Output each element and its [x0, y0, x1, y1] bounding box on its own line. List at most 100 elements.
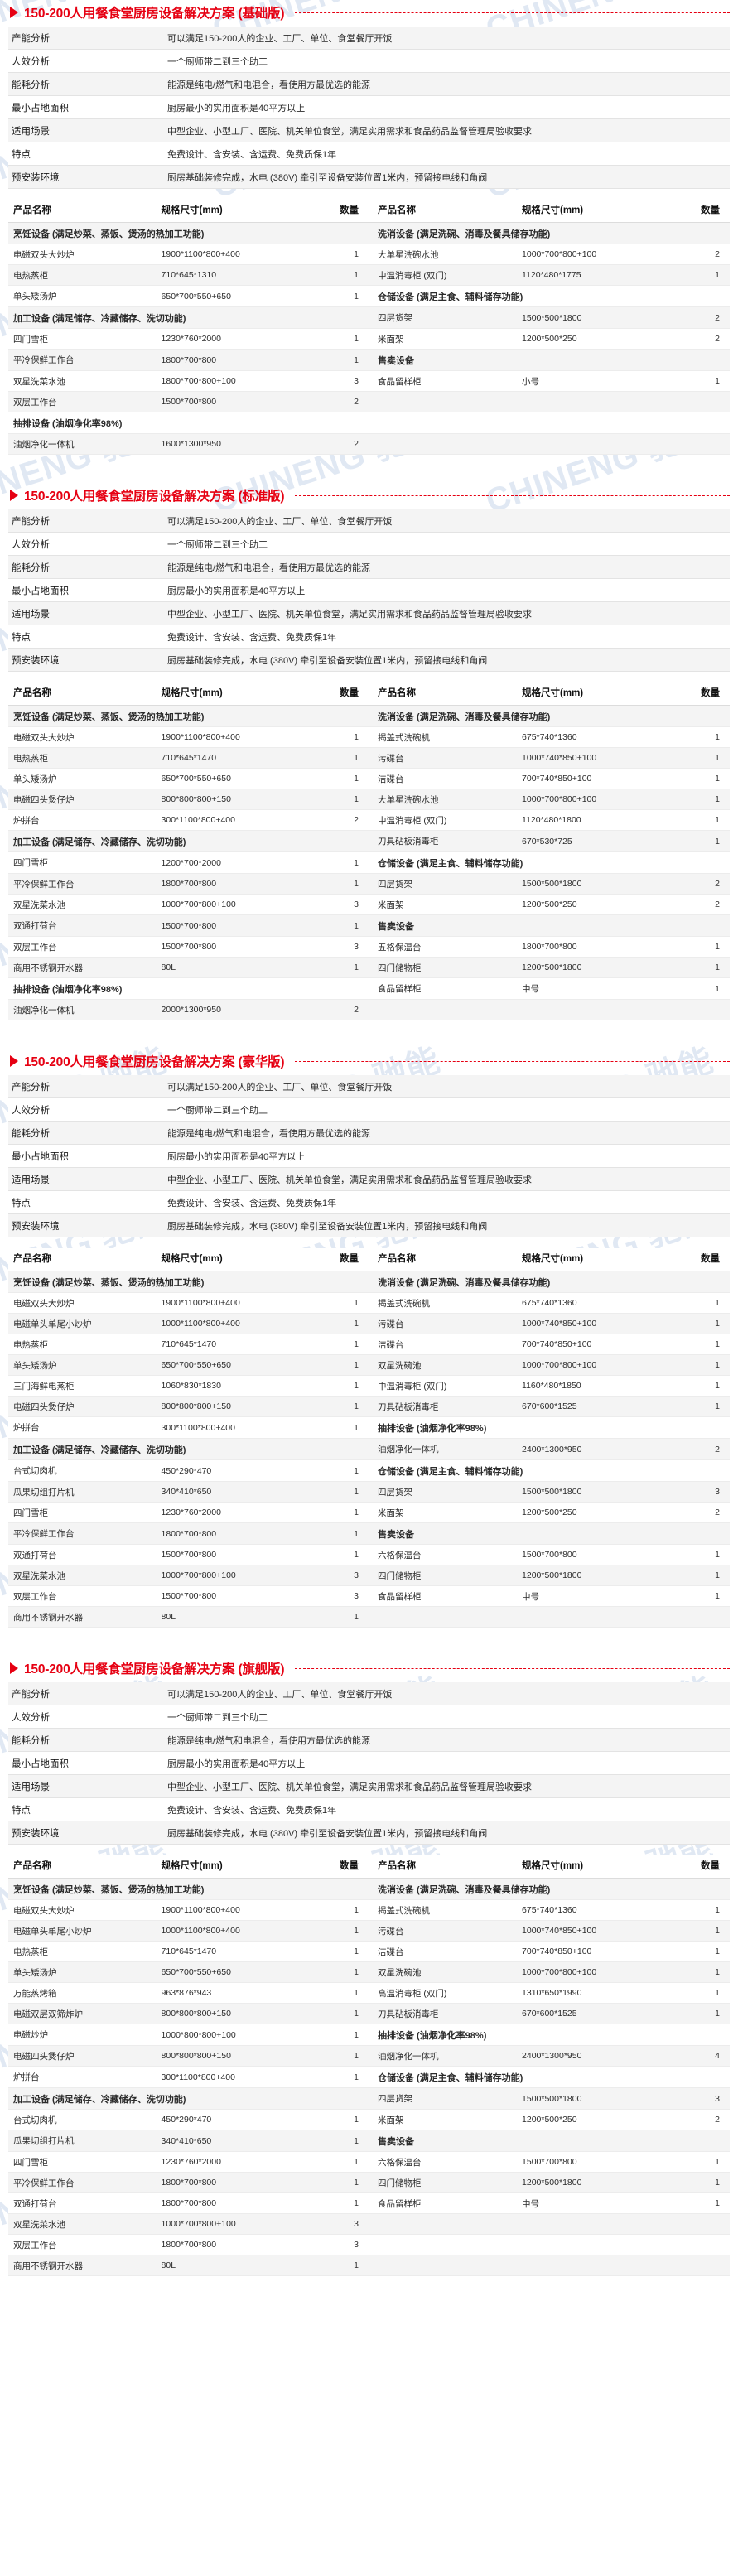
product-name-cell: 四门储物柜	[368, 957, 518, 978]
product-name-cell: 平冷保鲜工作台	[8, 1522, 157, 1545]
info-label: 人效分析	[12, 56, 50, 67]
table-row: 平冷保鲜工作台 1800*700*800 1 售卖设备	[8, 349, 730, 371]
product-qty-cell: 1	[315, 264, 369, 286]
column-header-spec: 规格尺寸(mm)	[156, 683, 316, 706]
product-qty-cell: 1	[675, 747, 730, 769]
product-spec-cell: 小号	[517, 370, 676, 392]
category-header: 抽排设备 (油烟净化率98%)	[368, 2024, 730, 2046]
info-label: 产能分析	[12, 1082, 50, 1093]
product-spec-cell: 675*740*1360	[517, 1292, 676, 1314]
product-name-cell: 食品留样柜	[368, 370, 518, 392]
table-row: 双层工作台 1500*700*800 2	[8, 391, 730, 412]
category-header: 售卖设备	[368, 914, 730, 937]
product-spec-cell: 675*740*1360	[517, 1899, 676, 1921]
product-qty-cell: 2	[675, 1438, 730, 1460]
info-row: 适用场景 中型企业、小型工厂、医院、机关单位食堂，满足实用需求和食品药品监督管理局…	[8, 601, 730, 625]
info-label: 人效分析	[12, 539, 50, 550]
product-qty-cell: 1	[315, 914, 369, 937]
info-row: 能耗分析 能源是纯电/燃气和电混合，看使用方最优选的能源	[8, 1121, 730, 1145]
dashed-divider	[295, 494, 730, 496]
product-qty-cell: 1	[675, 1565, 730, 1586]
product-qty-cell: 1	[315, 1375, 369, 1397]
info-row: 人效分析 一个厨师带二到三个助工	[8, 49, 730, 73]
info-value: 厨房基础装修完成，水电 (380V) 牵引至设备安装位置1米内，预留接电线和角阀	[167, 172, 488, 183]
table-row: 平冷保鲜工作台 1800*700*800 1 四层货架 1500*500*1800 2	[8, 873, 730, 895]
empty-cell	[368, 2255, 730, 2276]
product-qty-cell: 1	[675, 1544, 730, 1565]
table-row: 电磁四头煲仔炉 800*800*800+150 1 油烟净化一体机 2400*1300*…	[8, 2045, 730, 2067]
info-row: 预安装环境 厨房基础装修完成，水电 (380V) 牵引至设备安装位置1米内，预留接…	[8, 648, 730, 672]
product-qty-cell: 1	[675, 726, 730, 748]
product-qty-cell: 1	[315, 2109, 369, 2130]
column-header-spec: 规格尺寸(mm)	[156, 200, 316, 223]
product-qty-cell: 1	[315, 873, 369, 895]
info-value: 厨房基础装修完成，水电 (380V) 牵引至设备安装位置1米内，预留接电线和角阀	[167, 655, 488, 666]
product-name-cell: 食品留样柜	[368, 2192, 518, 2214]
info-value: 能源是纯电/燃气和电混合，看使用方最优选的能源	[167, 80, 371, 90]
product-spec-cell: 963*876*943	[156, 1982, 316, 2004]
column-header-spec: 规格尺寸(mm)	[156, 1248, 316, 1271]
info-label: 适用场景	[12, 609, 50, 620]
product-spec-cell: 340*410*650	[156, 1481, 316, 1503]
product-spec-cell: 80L	[156, 957, 316, 978]
info-value: 厨房基础装修完成，水电 (380V) 牵引至设备安装位置1米内，预留接电线和角阀	[167, 1828, 488, 1839]
product-name-cell: 电磁双头大炒炉	[8, 726, 157, 748]
column-header-spec: 规格尺寸(mm)	[517, 1855, 676, 1879]
product-name-cell: 四层货架	[368, 873, 518, 895]
product-spec-cell: 1000*1100*800+400	[156, 1920, 316, 1942]
table-row: 炉拼台 300*1100*800+400 1 抽排设备 (油烟净化率98%)	[8, 1416, 730, 1439]
product-qty-cell: 1	[675, 2151, 730, 2173]
product-spec-cell: 1000*740*850+100	[517, 1313, 676, 1334]
section-header: 150-200人用餐食堂厨房设备解决方案 (基础版)	[8, 0, 730, 27]
product-name-cell: 米面架	[368, 2109, 518, 2130]
table-row: 商用不锈钢开水器 80L 1	[8, 1606, 730, 1628]
table-row: 加工设备 (满足储存、冷藏储存、洗切功能) 四层货架 1500*500*1800 3	[8, 2087, 730, 2110]
table-row: 双星洗菜水池 1800*700*800+100 3 食品留样柜 小号 1	[8, 370, 730, 392]
table-row: 双通打荷台 1500*700*800 1 售卖设备	[8, 914, 730, 937]
product-name-cell: 四层货架	[368, 2087, 518, 2110]
product-qty-cell: 3	[315, 894, 369, 915]
product-name-cell: 电磁双层双筛炸炉	[8, 2003, 157, 2024]
product-name-cell: 米面架	[368, 1502, 518, 1523]
info-row: 特点 免费设计、含安装、含运费、免费质保1年	[8, 1190, 730, 1214]
product-spec-cell: 1500*500*1800	[517, 2087, 676, 2110]
product-name-cell: 电磁单头单尾小炒炉	[8, 1920, 157, 1942]
table-row: 电磁双头大炒炉 1900*1100*800+400 1 大单星洗碗水池 1000*700…	[8, 244, 730, 265]
product-qty-cell: 1	[315, 957, 369, 978]
product-qty-cell: 1	[675, 1585, 730, 1607]
product-name-cell: 揭盖式洗碗机	[368, 1899, 518, 1921]
info-row: 产能分析 可以满足150-200人的企业、工厂、单位、食堂餐厅开饭	[8, 1682, 730, 1705]
empty-cell	[368, 433, 730, 455]
table-row: 双通打荷台 1800*700*800 1 食品留样柜 中号 1	[8, 2192, 730, 2214]
product-qty-cell: 3	[675, 1481, 730, 1503]
section-header: 150-200人用餐食堂厨房设备解决方案 (标准版)	[8, 483, 730, 509]
product-name-cell: 平冷保鲜工作台	[8, 349, 157, 371]
product-spec-cell: 1500*500*1800	[517, 873, 676, 895]
product-name-cell: 电磁双头大炒炉	[8, 1292, 157, 1314]
info-value: 厨房最小的实用面积是40平方以上	[167, 1758, 306, 1769]
table-row: 烹饪设备 (满足炒菜、蒸饭、煲汤的热加工功能) 洗消设备 (满足洗碗、消毒及餐具储…	[8, 1878, 730, 1900]
product-qty-cell: 1	[315, 747, 369, 769]
product-qty-cell: 1	[675, 936, 730, 958]
info-label: 适用场景	[12, 1782, 50, 1792]
product-qty-cell: 1	[675, 1920, 730, 1942]
product-name-cell: 双星洗菜水池	[8, 1565, 157, 1586]
table-row: 双星洗菜水池 1000*700*800+100 3 米面架 1200*500*250 2	[8, 894, 730, 915]
category-header: 售卖设备	[368, 1522, 730, 1545]
empty-cell	[368, 2234, 730, 2255]
product-spec-cell: 1230*760*2000	[156, 328, 316, 350]
table-row: 瓜果切组打片机 340*410*650 1 售卖设备	[8, 2130, 730, 2152]
table-row: 双层工作台 1500*700*800 3 食品留样柜 中号 1	[8, 1585, 730, 1607]
product-spec-cell: 1800*700*800	[156, 349, 316, 371]
product-spec-cell: 800*800*800+150	[156, 2003, 316, 2024]
section-title: 150-200人用餐食堂厨房设备解决方案 (豪华版)	[24, 1055, 285, 1069]
product-qty-cell: 1	[675, 1375, 730, 1397]
section-header: 150-200人用餐食堂厨房设备解决方案 (豪华版)	[8, 1049, 730, 1075]
product-name-cell: 米面架	[368, 894, 518, 915]
product-qty-cell: 3	[315, 1565, 369, 1586]
product-spec-cell: 300*1100*800+400	[156, 1416, 316, 1439]
product-name-cell: 刀具砧板消毒柜	[368, 1396, 518, 1417]
product-spec-cell: 700*740*850+100	[517, 1334, 676, 1355]
product-qty-cell: 1	[675, 1961, 730, 1983]
info-label: 适用场景	[12, 126, 50, 137]
